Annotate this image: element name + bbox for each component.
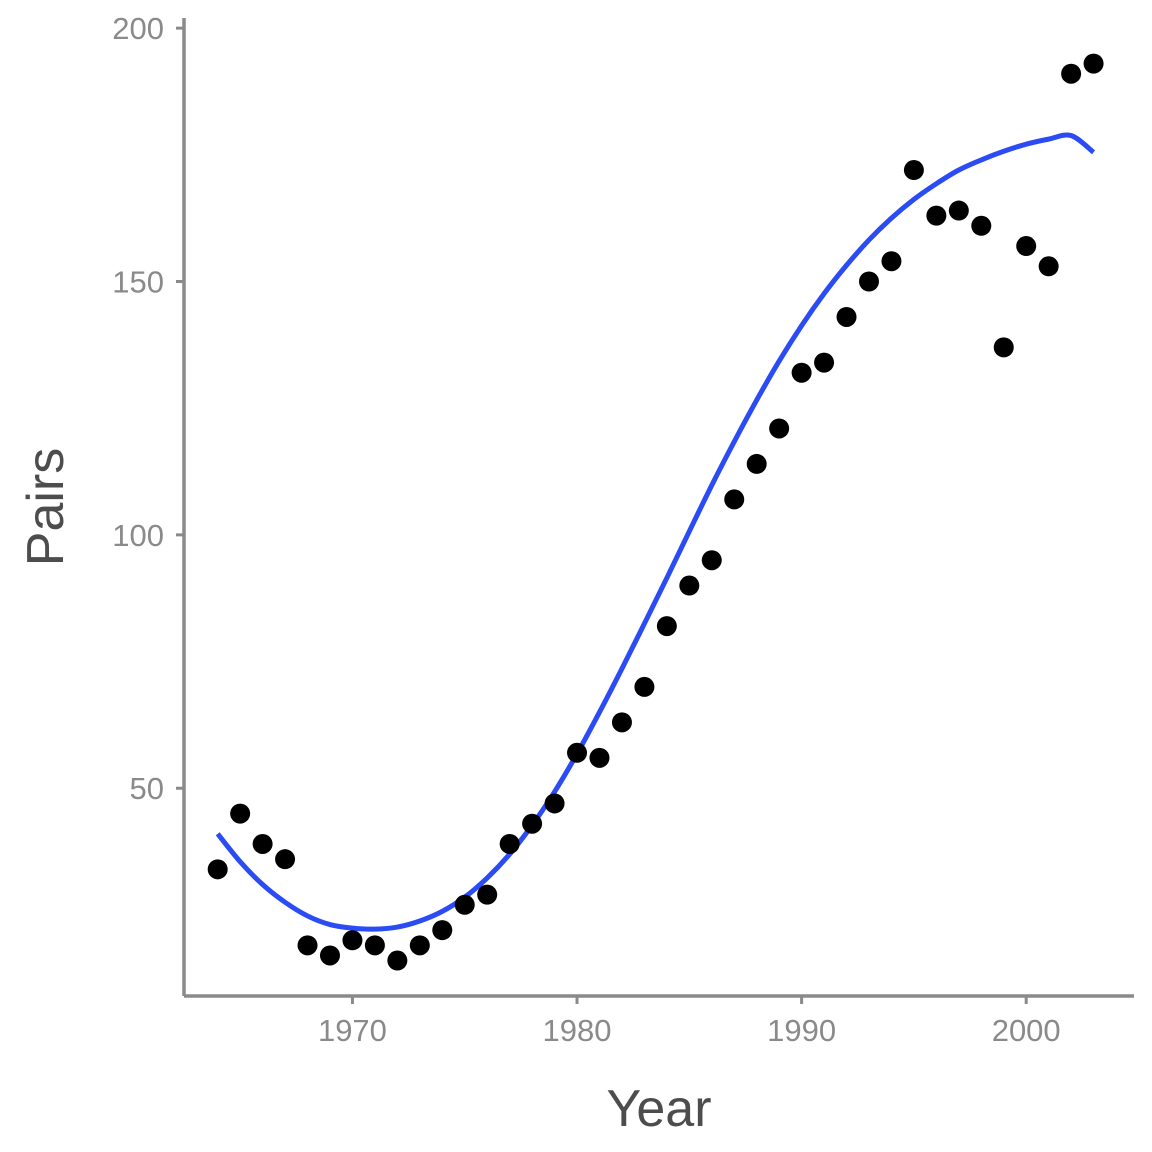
x-tick-label: 2000 <box>992 1013 1061 1048</box>
data-point <box>342 930 363 951</box>
data-point <box>971 215 992 236</box>
y-tick-label: 200 <box>112 11 164 46</box>
data-point <box>814 352 835 373</box>
y-tick-label: 50 <box>130 771 164 806</box>
data-point <box>858 271 879 292</box>
data-point <box>567 742 588 763</box>
data-point <box>836 306 857 327</box>
data-point <box>881 251 902 272</box>
trend-line <box>215 132 1096 932</box>
data-point <box>275 849 296 870</box>
data-point <box>701 550 722 571</box>
y-tick-label: 150 <box>112 265 164 300</box>
data-point <box>364 935 385 956</box>
data-point <box>903 160 924 181</box>
x-axis-title: Year <box>606 1080 711 1138</box>
data-point <box>432 920 453 941</box>
data-point <box>948 200 969 221</box>
data-point <box>230 803 251 824</box>
data-point <box>791 362 812 383</box>
data-point <box>387 950 408 971</box>
data-point <box>522 813 543 834</box>
data-point <box>409 935 430 956</box>
y-tick-label: 100 <box>112 518 164 553</box>
x-ticks: 1970 1980 1990 2000 <box>318 996 1061 1048</box>
y-ticks: 50 100 150 200 <box>112 11 184 806</box>
x-tick-label: 1980 <box>543 1013 612 1048</box>
data-point <box>769 418 790 439</box>
data-point <box>634 676 655 697</box>
data-point <box>252 833 273 854</box>
data-point <box>724 489 745 510</box>
data-point <box>656 616 677 637</box>
axes <box>182 18 1134 998</box>
data-point <box>499 833 520 854</box>
data-point <box>477 884 498 905</box>
data-point <box>1083 53 1104 74</box>
data-points <box>207 53 1104 971</box>
data-point <box>207 859 228 880</box>
data-point <box>993 337 1014 358</box>
data-point <box>297 935 318 956</box>
data-point <box>544 793 565 814</box>
x-tick-label: 1970 <box>318 1013 387 1048</box>
data-point <box>611 712 632 733</box>
data-point <box>589 747 610 768</box>
data-point <box>1016 236 1037 257</box>
data-point <box>679 575 700 596</box>
data-point <box>926 205 947 226</box>
data-point <box>454 894 475 915</box>
data-point <box>746 453 767 474</box>
y-axis-title: Pairs <box>17 448 75 566</box>
data-point <box>1038 256 1059 277</box>
data-point <box>319 945 340 966</box>
data-point <box>1061 63 1082 84</box>
x-tick-label: 1990 <box>767 1013 836 1048</box>
